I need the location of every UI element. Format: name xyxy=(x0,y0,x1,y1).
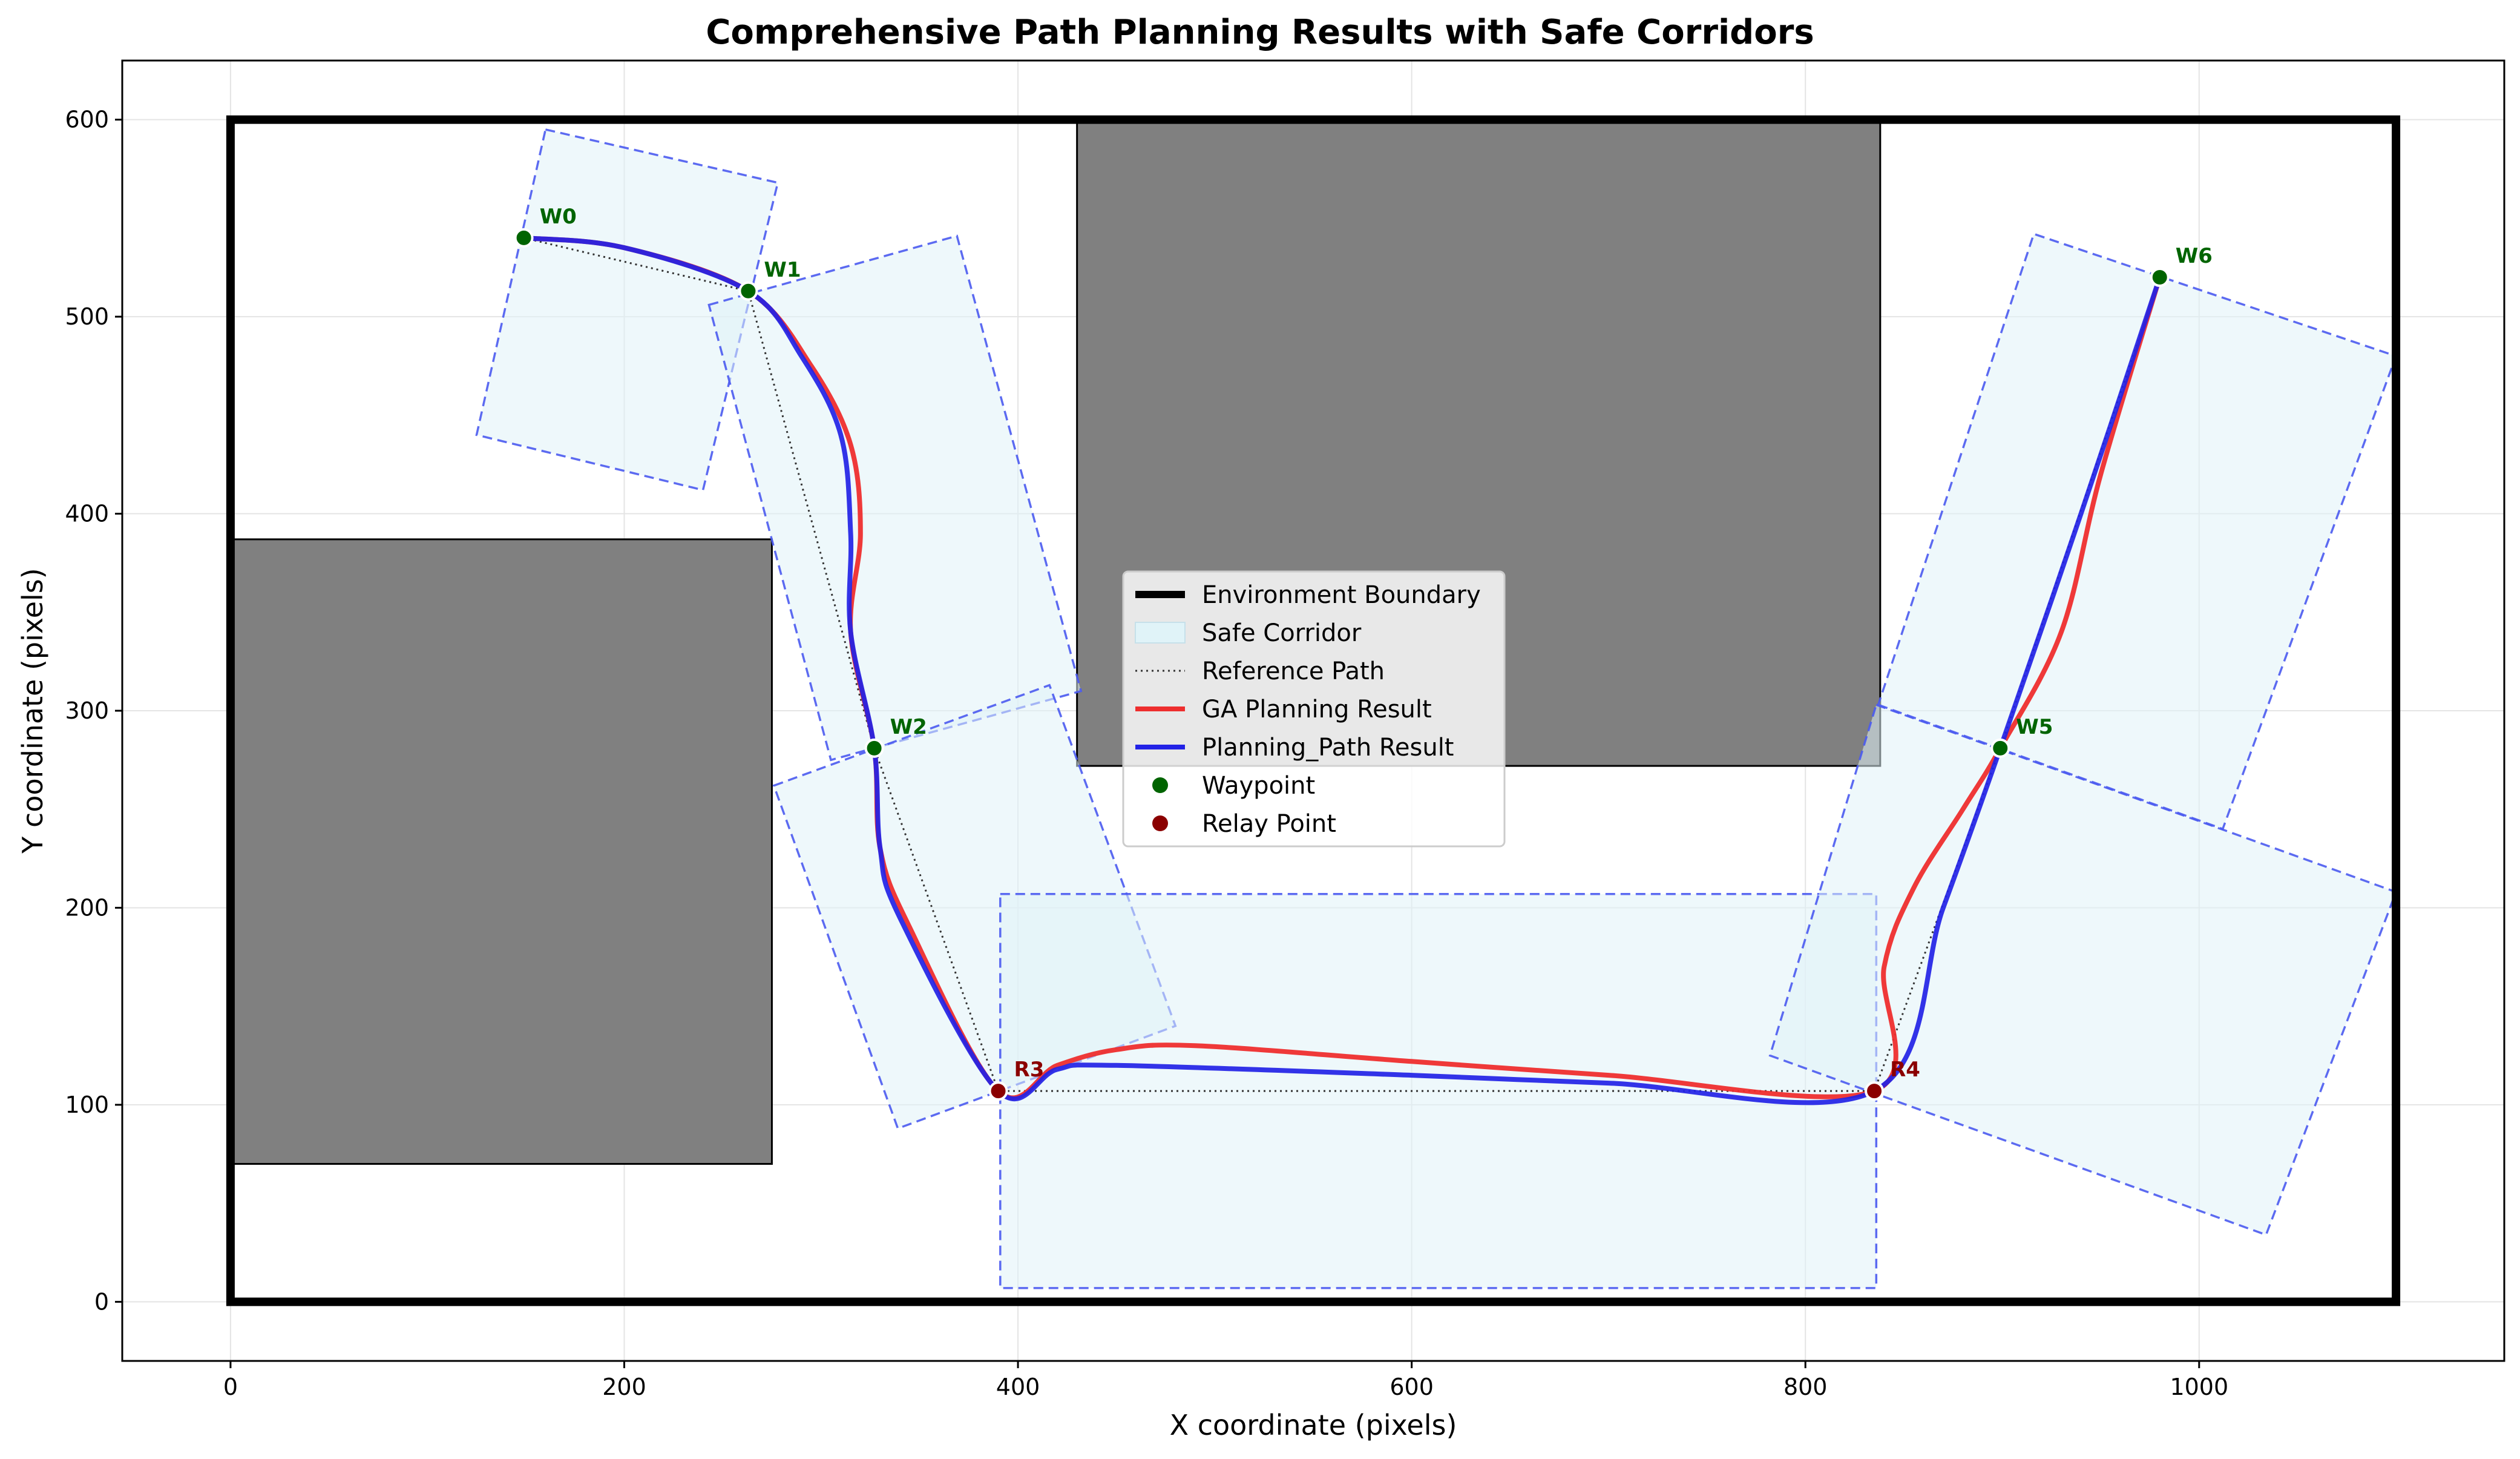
waypoint-label: W2 xyxy=(890,715,927,739)
y-tick-label: 600 xyxy=(65,107,109,133)
y-tick-label: 500 xyxy=(65,303,109,330)
relay-point-label: R3 xyxy=(1014,1058,1045,1082)
legend-handle xyxy=(1152,777,1168,793)
legend-entry: Reference Path xyxy=(1202,657,1385,685)
y-axis-ticks: 0 100 200 300 400 500 600 xyxy=(65,107,122,1315)
relay-point-marker xyxy=(988,1081,1008,1101)
x-tick-label: 400 xyxy=(996,1374,1040,1400)
relay-point-label: R4 xyxy=(1890,1058,1920,1082)
waypoint-marker xyxy=(738,281,758,301)
safe-corridors xyxy=(475,128,2398,1289)
waypoint-label: W6 xyxy=(2176,244,2213,268)
x-tick-label: 200 xyxy=(602,1374,646,1400)
relay-point-marker xyxy=(1865,1081,1885,1101)
waypoint-label: W5 xyxy=(2016,715,2053,739)
legend-entry: Relay Point xyxy=(1202,810,1336,838)
waypoint-marker xyxy=(864,738,884,758)
legend-entry: Safe Corridor xyxy=(1202,619,1362,647)
legend-entry: Waypoint xyxy=(1202,772,1315,800)
waypoint-label: W0 xyxy=(540,205,577,229)
waypoint-marker xyxy=(514,228,534,248)
points: W0 W1 W2 W5 W6 R3 R4 xyxy=(514,205,2213,1101)
y-tick-label: 200 xyxy=(65,894,109,921)
waypoint-marker xyxy=(1990,738,2010,758)
obstacle xyxy=(229,538,773,1165)
legend-entry: GA Planning Result xyxy=(1202,696,1432,723)
x-tick-label: 600 xyxy=(1390,1374,1434,1400)
y-tick-label: 0 xyxy=(94,1288,109,1315)
safe-corridor xyxy=(475,128,779,492)
x-tick-label: 800 xyxy=(1783,1374,1828,1400)
x-axis-label: X coordinate (pixels) xyxy=(1170,1409,1457,1441)
ga-planning-result xyxy=(523,235,2162,1101)
chart-title: Comprehensive Path Planning Results with… xyxy=(706,13,1814,52)
waypoint-label: W1 xyxy=(764,258,801,282)
waypoint-marker xyxy=(2150,268,2170,287)
legend-handle xyxy=(1152,815,1168,831)
y-tick-label: 400 xyxy=(65,501,109,527)
environment-boundary xyxy=(226,115,2401,1306)
x-axis-ticks: 0 200 400 600 800 1000 xyxy=(223,1361,2228,1400)
x-tick-label: 0 xyxy=(223,1374,238,1400)
x-tick-label: 1000 xyxy=(2170,1374,2228,1400)
legend-box xyxy=(1122,570,1506,848)
safe-corridor xyxy=(707,234,1083,762)
legend: Environment Boundary Safe Corridor Referen… xyxy=(1122,570,1506,848)
legend-entry: Environment Boundary xyxy=(1202,581,1481,609)
legend-handle xyxy=(1135,622,1186,644)
y-axis-label: Y coordinate (pixels) xyxy=(16,568,49,854)
planning-path-result xyxy=(523,235,2162,1105)
y-tick-label: 100 xyxy=(65,1092,109,1118)
legend-entry: Planning_Path Result xyxy=(1202,734,1454,762)
y-tick-label: 300 xyxy=(65,697,109,724)
